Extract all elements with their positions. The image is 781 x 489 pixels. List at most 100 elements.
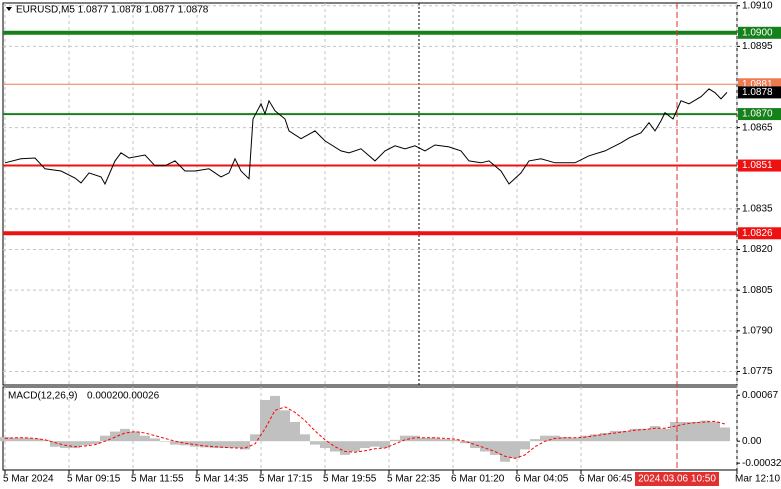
x-tick-label: 5 Mar 11:55 — [131, 474, 184, 485]
histogram-bar — [40, 439, 50, 442]
histogram-bar — [660, 428, 670, 442]
histogram-bar — [670, 421, 680, 442]
histogram-bar — [310, 441, 320, 445]
price-line — [4, 88, 728, 186]
histogram-bar — [60, 441, 70, 449]
histogram-bar — [10, 437, 20, 442]
y-tick-label: 0.00067 — [742, 390, 779, 401]
y-tick-label: 1.0805 — [742, 285, 773, 296]
level-label: 1.0826 — [742, 228, 773, 239]
menu-triangle[interactable] — [6, 7, 12, 11]
histogram-bar — [590, 434, 600, 442]
indicator-readout: 0.00026 — [123, 391, 160, 402]
indicator-title: MACD(12,26,9) — [8, 391, 77, 402]
histogram-bar — [300, 434, 310, 442]
histogram-bar — [130, 431, 140, 442]
histogram-bar — [600, 432, 610, 442]
histogram-bar — [640, 428, 650, 442]
signal-line — [4, 406, 726, 459]
histogram-bar — [280, 410, 290, 442]
y-tick-label: -0.00032 — [742, 458, 781, 469]
histogram-bar — [30, 438, 40, 442]
histogram-bar — [180, 441, 190, 446]
histogram-bar — [370, 441, 380, 447]
x-tick-label: 5 Mar 14:35 — [195, 474, 249, 485]
price-label: 1.0878 — [742, 87, 773, 98]
histogram-bar — [330, 441, 340, 452]
histogram-bar — [290, 421, 300, 442]
histogram-bar — [340, 441, 350, 455]
x-tick-label: 6 Mar 04:05 — [515, 474, 569, 485]
labels-layer: 1.0910 1.0895 1.0865 1.0835 1.0820 1.0805 1.07… — [3, 0, 781, 486]
level-label: 1.0881 — [742, 79, 773, 90]
histogram-bar — [610, 430, 620, 442]
histogram-bar — [100, 435, 110, 442]
histogram-bar — [470, 441, 480, 449]
histogram-bar — [170, 441, 180, 445]
histogram-bar — [50, 441, 60, 447]
histogram-bar — [190, 441, 200, 447]
macd-panel — [2, 386, 738, 471]
histogram-bar — [560, 437, 570, 442]
histogram-bar — [390, 439, 400, 442]
histogram-bar — [20, 437, 30, 442]
histogram-bar — [500, 441, 510, 462]
histogram-bar — [440, 439, 450, 442]
y-tick-label: 1.0790 — [742, 325, 773, 336]
level-label: 1.0870 — [742, 109, 773, 120]
histogram-bar — [320, 441, 330, 449]
histogram-bar — [0, 437, 10, 442]
histogram-bar — [80, 441, 90, 446]
y-tick-label: 1.0835 — [742, 204, 773, 215]
histogram-bar — [380, 441, 390, 449]
histogram-bar — [700, 420, 710, 442]
histogram-bar — [650, 426, 660, 442]
histogram-bar — [520, 441, 530, 450]
histogram-bar — [260, 400, 270, 442]
x-tick-label: 6 Mar 06:45 — [579, 474, 633, 485]
histogram-bar — [510, 441, 520, 459]
histogram-bar — [350, 441, 360, 452]
level-label: 1.0900 — [742, 27, 773, 38]
histogram-bar — [530, 439, 540, 442]
histogram-bar — [110, 431, 120, 442]
x-tick-label: 5 Mar 17:15 — [259, 474, 313, 485]
histogram-bar — [90, 441, 100, 444]
x-tick-label: 6 Mar 01:20 — [451, 474, 505, 485]
histogram-bar — [710, 421, 720, 442]
histogram-bar — [250, 434, 260, 442]
histogram-bar — [630, 428, 640, 442]
histogram-bar — [460, 441, 470, 444]
histogram-bar — [410, 435, 420, 442]
histogram-bar — [480, 441, 490, 452]
price-panel — [2, 2, 738, 386]
price-badge — [738, 86, 781, 99]
histogram-bar — [680, 421, 690, 442]
histogram-bar — [160, 441, 170, 442]
y-tick-label: 1.0775 — [742, 366, 773, 377]
histogram-bar — [270, 395, 280, 442]
histogram-bar — [150, 438, 160, 442]
level-label: 1.0851 — [742, 160, 773, 171]
histogram-bar — [570, 437, 580, 442]
cursor-badge — [635, 472, 719, 486]
histogram-bar — [430, 437, 440, 442]
histogram-bar — [580, 435, 590, 442]
indicator-readout: 0.00020 — [87, 391, 124, 402]
x-tick-label: 5 Mar 09:15 — [67, 474, 121, 485]
x-tick-label: Mar 12:10 — [735, 474, 780, 485]
histogram-bar — [240, 441, 250, 450]
histogram-bar — [720, 427, 730, 442]
level-badge — [738, 159, 781, 172]
histogram-bar — [200, 441, 210, 448]
histogram-bar — [450, 439, 460, 442]
histogram-bar — [230, 441, 240, 449]
x-tick-label: 5 Mar 2024 — [3, 474, 54, 485]
y-tick-label: 1.0820 — [742, 244, 773, 255]
histogram-bar — [70, 441, 80, 449]
histogram-bar — [690, 421, 700, 442]
x-tick-label: 5 Mar 22:35 — [387, 474, 441, 485]
